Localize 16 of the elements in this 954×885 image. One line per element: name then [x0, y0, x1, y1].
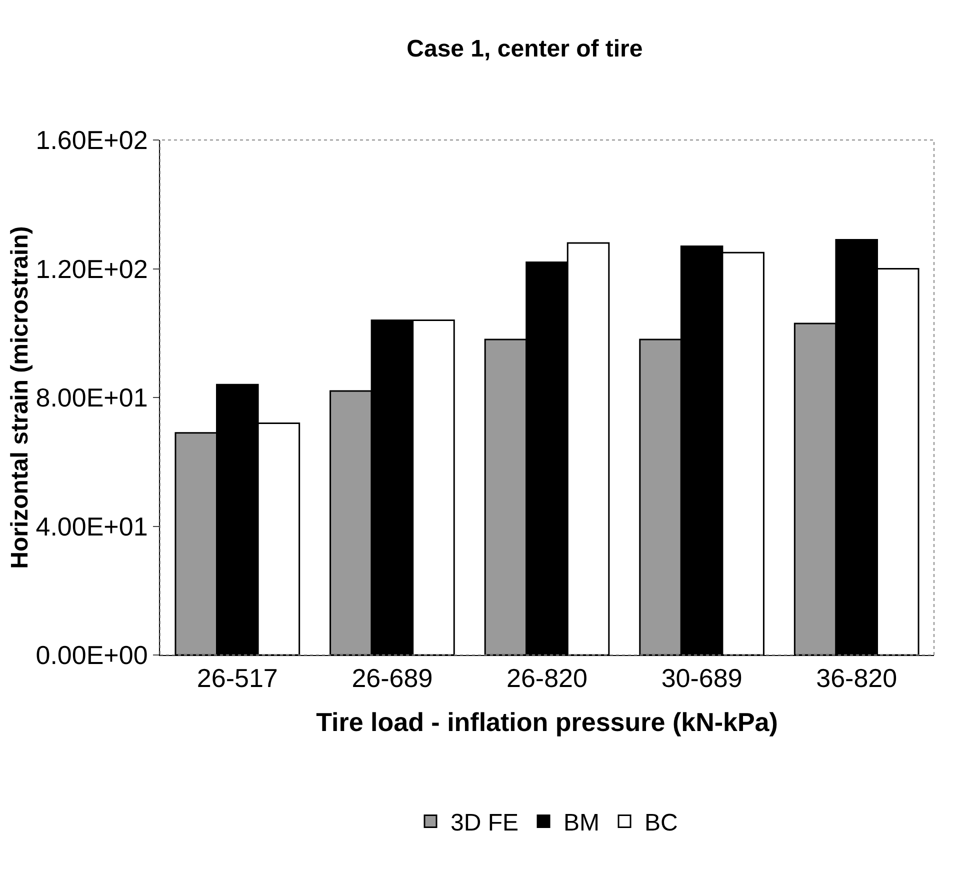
- legend-label: BM: [564, 810, 600, 837]
- x-tick-label: 36-820: [816, 663, 898, 694]
- x-tick-label: 26-517: [196, 663, 278, 694]
- legend-label: 3D FE: [450, 810, 519, 837]
- y-tick-label: 1.60E+02: [36, 125, 148, 156]
- chart-title: Case 1, center of tire: [406, 36, 643, 63]
- y-tick-label: 0.00E+00: [36, 640, 148, 670]
- y-tick-label: 4.00E+01: [36, 511, 148, 542]
- x-tick-label: 26-820: [506, 663, 588, 694]
- y-axis-title: Horizontal strain (microstrain): [6, 226, 34, 569]
- y-tick-label: 8.00E+01: [36, 382, 148, 413]
- y-tick-label: 1.20E+02: [36, 254, 148, 284]
- x-axis-title: Tire load - inflation pressure (kN-kPa): [316, 706, 778, 737]
- x-tick-label: 26-689: [352, 663, 433, 694]
- legend-label: BC: [644, 810, 678, 837]
- x-tick-label: 30-689: [661, 663, 742, 694]
